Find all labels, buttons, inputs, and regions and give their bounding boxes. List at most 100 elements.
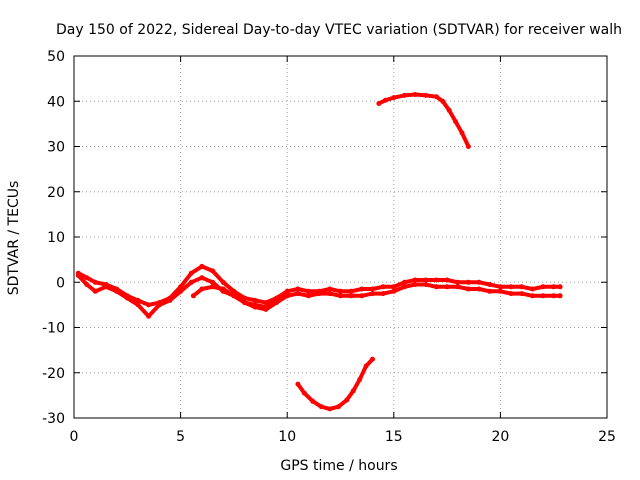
data-point — [220, 279, 226, 285]
x-tick-label: 25 — [598, 429, 616, 445]
data-point — [465, 279, 471, 285]
data-point — [465, 144, 471, 149]
data-point — [210, 284, 216, 290]
data-point — [242, 300, 248, 306]
y-tick-label: 30 — [47, 140, 65, 156]
y-tick-label: 20 — [47, 185, 65, 201]
data-point — [242, 295, 248, 301]
data-series-layer — [75, 92, 563, 412]
data-point — [263, 304, 269, 310]
data-point — [274, 297, 279, 303]
data-point — [199, 263, 205, 269]
data-point — [508, 291, 514, 297]
y-tick-label: 0 — [56, 275, 65, 291]
data-point — [114, 288, 120, 294]
x-tick-label: 0 — [70, 429, 79, 445]
data-point — [402, 284, 407, 290]
data-point — [295, 286, 301, 292]
data-point — [446, 107, 452, 113]
data-point — [188, 279, 194, 285]
data-point — [350, 388, 356, 394]
data-point — [459, 130, 465, 136]
x-tick-label: 5 — [176, 429, 185, 445]
data-point — [327, 406, 333, 412]
data-point — [557, 293, 563, 299]
data-point — [444, 284, 450, 290]
data-point — [306, 293, 311, 299]
data-point — [103, 284, 109, 290]
data-point — [402, 279, 407, 285]
data-point — [433, 94, 439, 100]
data-point — [75, 273, 81, 278]
data-point — [412, 92, 418, 97]
data-point — [135, 302, 141, 308]
data-point — [357, 377, 363, 382]
data-point — [551, 284, 557, 290]
data-point — [146, 313, 152, 319]
data-point — [519, 291, 525, 297]
data-point — [412, 277, 418, 283]
data-point — [338, 293, 343, 299]
data-point — [190, 293, 196, 299]
data-point — [453, 119, 459, 125]
y-axis-label: SDTVAR / TECUs — [6, 181, 22, 296]
data-point — [476, 286, 482, 292]
data-point — [327, 291, 333, 297]
data-point — [455, 279, 461, 285]
data-point — [376, 101, 382, 106]
data-point — [199, 275, 205, 281]
y-tick-label: 50 — [47, 49, 65, 65]
data-point — [295, 291, 301, 297]
data-point — [335, 404, 341, 410]
series-arc-low — [295, 357, 375, 411]
data-point — [455, 284, 461, 290]
data-point — [540, 284, 546, 290]
data-point — [252, 302, 258, 308]
data-point — [529, 286, 535, 292]
data-point — [497, 288, 503, 294]
data-point — [92, 279, 98, 285]
data-point — [295, 381, 301, 387]
data-point — [370, 291, 375, 297]
plot-frame — [73, 55, 608, 419]
data-point — [440, 98, 446, 104]
data-point — [84, 282, 90, 287]
data-point — [199, 286, 205, 292]
data-point — [519, 284, 525, 290]
data-point — [487, 288, 493, 294]
data-point — [359, 293, 365, 299]
data-point — [316, 291, 322, 297]
data-point — [423, 92, 429, 98]
data-point — [391, 284, 397, 290]
data-point — [402, 92, 407, 98]
data-point — [391, 288, 397, 294]
data-point — [210, 268, 216, 274]
data-point — [167, 297, 173, 303]
data-point — [92, 288, 98, 294]
data-point — [476, 279, 482, 285]
data-point — [318, 404, 324, 410]
data-point — [423, 277, 429, 283]
data-point — [382, 97, 388, 103]
data-point — [252, 297, 258, 303]
y-tick-label: -20 — [42, 366, 65, 382]
data-point — [433, 277, 439, 283]
data-point — [391, 95, 397, 101]
data-point — [156, 302, 162, 308]
data-point — [84, 275, 90, 281]
y-tick-label: -10 — [42, 321, 65, 337]
data-point — [146, 302, 152, 308]
y-tick-label: 40 — [47, 94, 65, 110]
data-point — [348, 293, 354, 299]
data-point — [412, 282, 418, 287]
y-tick-label: 10 — [47, 230, 65, 246]
data-point — [497, 284, 503, 290]
data-point — [465, 286, 471, 292]
data-point — [263, 300, 269, 306]
data-point — [370, 356, 375, 362]
data-point — [363, 363, 369, 369]
x-axis-label: GPS time / hours — [280, 458, 397, 474]
y-tick-label: -30 — [42, 411, 65, 427]
data-point — [508, 284, 514, 290]
